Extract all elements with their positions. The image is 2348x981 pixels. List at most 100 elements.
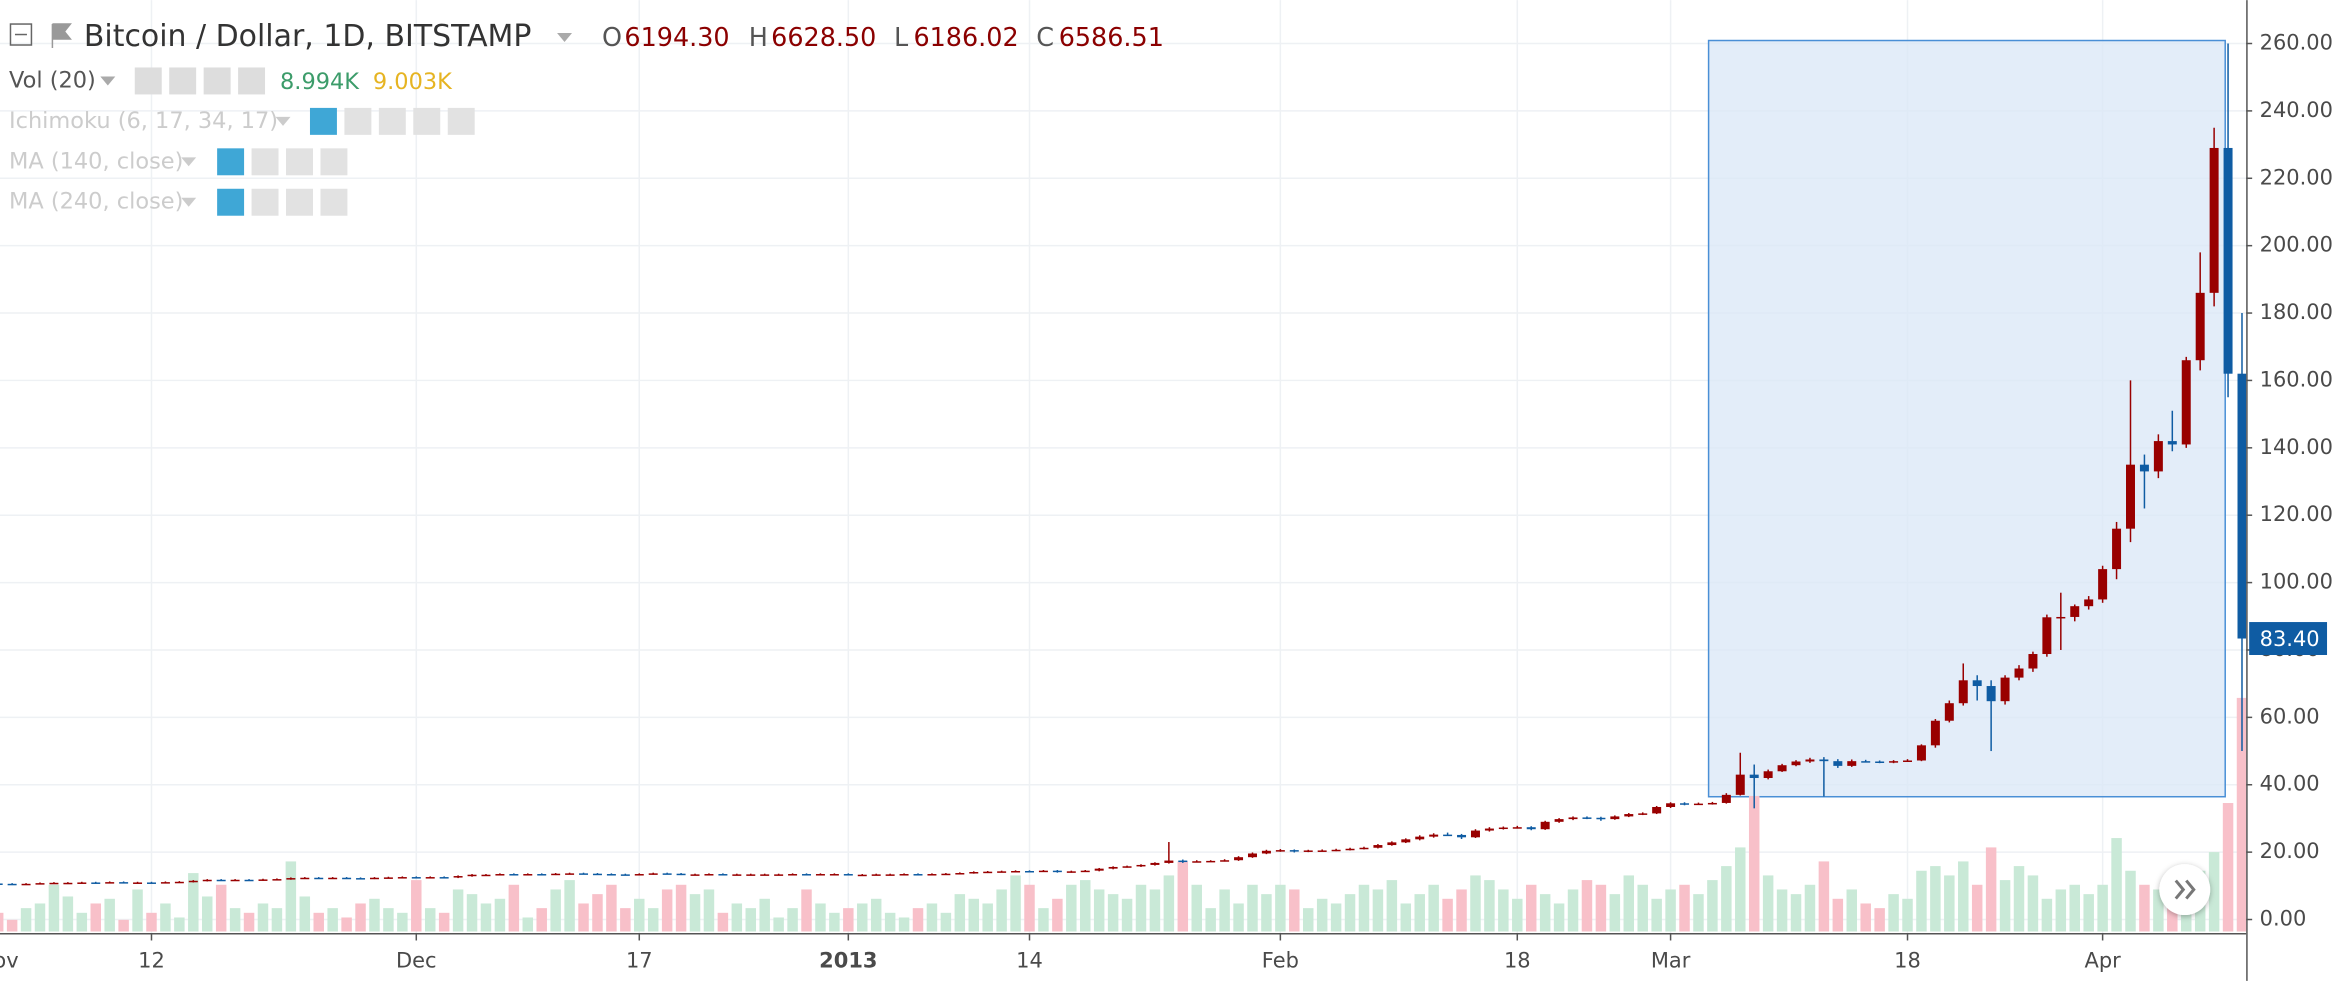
add-button[interactable] xyxy=(286,148,313,176)
volume-bar xyxy=(383,908,394,932)
y-tick-label: 20.00 xyxy=(2260,839,2320,863)
close-button[interactable] xyxy=(238,67,266,95)
ohlc-value: 6186.02 xyxy=(913,23,1018,53)
symbol-title[interactable]: Bitcoin / Dollar, 1D, BITSTAMP xyxy=(84,19,532,54)
candle-body xyxy=(1791,761,1801,766)
volume-bar xyxy=(1651,898,1662,932)
volume-bar xyxy=(884,912,896,932)
settings-button[interactable] xyxy=(251,188,279,216)
candle-body xyxy=(328,877,338,880)
eye-button[interactable] xyxy=(217,188,245,216)
candle-body xyxy=(1916,745,1926,761)
candle-body xyxy=(467,874,477,877)
volume-bar xyxy=(1219,889,1230,932)
collapse-icon[interactable] xyxy=(9,23,33,46)
candle-body xyxy=(230,879,240,882)
volume-bar xyxy=(1512,898,1523,932)
candle-body xyxy=(369,877,379,880)
volume-bar xyxy=(940,912,952,932)
volume-bar xyxy=(550,889,561,932)
candle-body xyxy=(1331,849,1341,852)
volume-bar xyxy=(341,917,352,932)
volume-bar xyxy=(2013,866,2025,932)
candle-body xyxy=(941,873,951,876)
volume-bar xyxy=(801,889,812,932)
candle-body xyxy=(1819,759,1829,762)
candle-body xyxy=(1805,759,1815,762)
indicator-name[interactable]: MA (140, close) xyxy=(9,148,183,174)
candle-body xyxy=(1735,774,1745,795)
volume-bar xyxy=(285,861,297,932)
y-tick-label: 200.00 xyxy=(2260,233,2333,257)
candle-body xyxy=(1958,680,1968,704)
candle-body xyxy=(690,874,700,876)
volume-bar xyxy=(1679,884,1690,932)
dropdown-icon[interactable] xyxy=(181,157,197,167)
candle-body xyxy=(342,877,352,880)
candle-body xyxy=(397,877,407,879)
candle-body xyxy=(1178,860,1188,863)
volume-bar xyxy=(1762,875,1774,932)
volume-bar xyxy=(968,898,979,932)
close-button[interactable] xyxy=(447,107,475,135)
volume-bar xyxy=(1971,884,1983,932)
indicator-name[interactable]: Ichimoku (6, 17, 34, 17) xyxy=(9,108,278,134)
volume-bar xyxy=(1358,884,1370,932)
eye-button[interactable] xyxy=(134,67,162,95)
candle-body xyxy=(2126,464,2135,529)
volume-bar xyxy=(2027,875,2039,932)
source-button[interactable] xyxy=(378,107,406,135)
volume-bar xyxy=(6,919,18,932)
volume-bar xyxy=(0,912,4,932)
candle-body xyxy=(1052,870,1062,873)
candle-body xyxy=(551,873,561,876)
candle-body xyxy=(383,877,393,879)
dropdown-icon[interactable] xyxy=(181,197,197,207)
indicator-name[interactable]: MA (240, close) xyxy=(9,189,183,215)
candle-body xyxy=(997,871,1007,873)
indicator-name[interactable]: Vol (20) xyxy=(9,67,96,93)
candle-body xyxy=(1317,850,1327,852)
selection-box[interactable] xyxy=(1707,39,2226,798)
settings-button[interactable] xyxy=(344,107,372,135)
eye-button[interactable] xyxy=(309,107,337,135)
volume-bar xyxy=(1776,889,1788,932)
volume-bar xyxy=(1261,894,1272,932)
add-button[interactable] xyxy=(413,107,441,135)
candle-body xyxy=(843,874,853,876)
candle-body xyxy=(718,874,728,876)
volume-bar xyxy=(1247,884,1258,932)
settings-button[interactable] xyxy=(169,67,197,95)
settings-button[interactable] xyxy=(251,148,279,176)
x-tick-label: 2013 xyxy=(819,948,877,972)
candle-body xyxy=(1721,794,1731,803)
candle-body xyxy=(1429,834,1439,837)
close-button[interactable] xyxy=(320,148,348,176)
add-button[interactable] xyxy=(286,188,313,216)
indicator-buttons xyxy=(344,107,475,135)
volume-bar xyxy=(1233,903,1244,932)
volume-bar xyxy=(174,917,185,932)
y-tick-label: 0.00 xyxy=(2260,907,2307,931)
ohlc-value: 6628.50 xyxy=(771,23,876,53)
volume-bar xyxy=(1024,884,1035,932)
candle-body xyxy=(35,883,45,885)
close-button[interactable] xyxy=(320,188,348,216)
volume-bar xyxy=(2069,884,2080,932)
dropdown-icon[interactable] xyxy=(557,33,573,43)
volume-bar xyxy=(1958,861,1969,932)
volume-bar xyxy=(1316,898,1328,932)
flag-icon[interactable] xyxy=(51,23,72,49)
eye-button[interactable] xyxy=(217,148,245,176)
volume-bar xyxy=(675,884,687,932)
dropdown-icon[interactable] xyxy=(100,76,116,86)
x-tick-label: 14 xyxy=(1016,948,1043,972)
add-button[interactable] xyxy=(203,67,231,95)
candle-body xyxy=(1484,828,1494,831)
dropdown-icon[interactable] xyxy=(275,116,291,126)
candle-body xyxy=(676,873,686,876)
candle-body xyxy=(1275,850,1285,852)
volume-bar xyxy=(898,917,910,932)
volume-bar xyxy=(731,903,743,932)
candle-body xyxy=(592,873,602,876)
